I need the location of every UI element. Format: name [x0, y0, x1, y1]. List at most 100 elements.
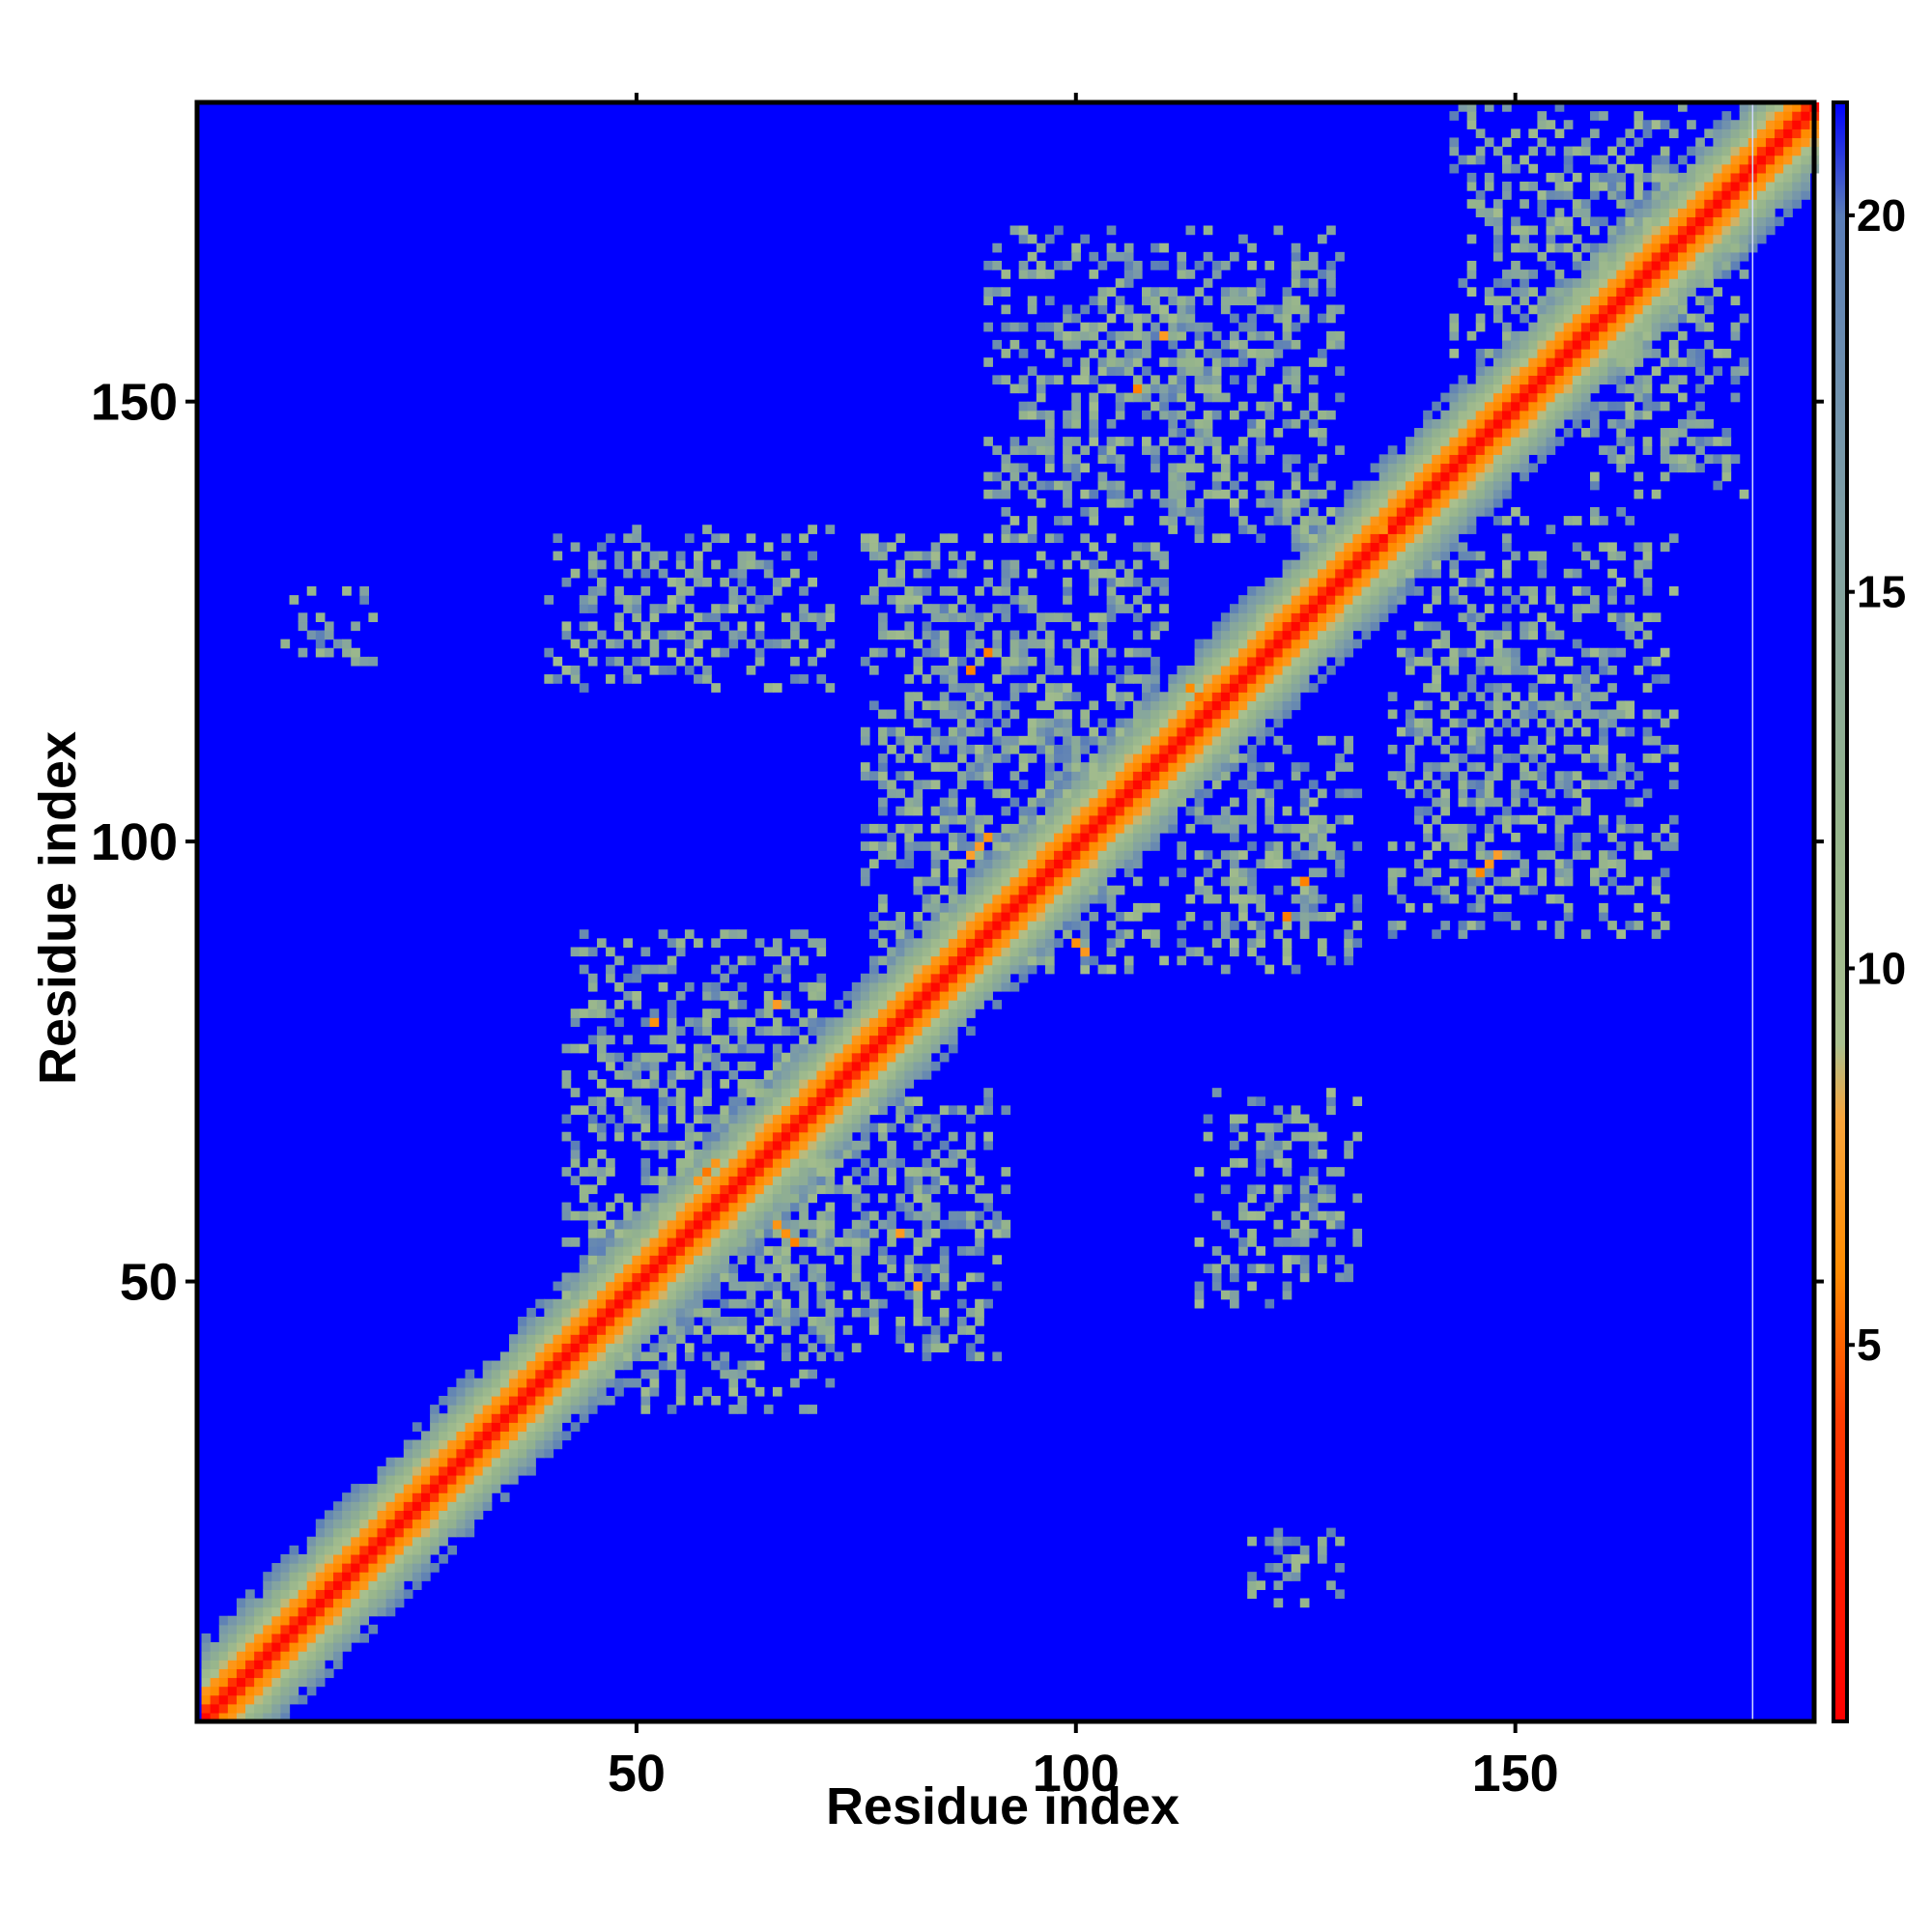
heatmap-cell	[1449, 718, 1460, 728]
heatmap-cell	[816, 947, 827, 957]
heatmap-cell	[570, 1325, 581, 1335]
heatmap-cell	[1142, 366, 1151, 376]
heatmap-cell	[860, 1158, 870, 1168]
heatmap-cell	[667, 1272, 677, 1283]
heatmap-cell	[702, 1009, 712, 1018]
heatmap-cell	[658, 1264, 668, 1274]
heatmap-cell	[351, 1545, 360, 1555]
heatmap-cell	[1220, 287, 1231, 297]
heatmap-cell	[1220, 665, 1231, 675]
heatmap-cell	[772, 1219, 782, 1230]
heatmap-cell	[825, 1202, 836, 1212]
heatmap-cell	[1106, 850, 1117, 860]
heatmap-cell	[922, 1035, 932, 1045]
heatmap-cell	[623, 1228, 633, 1238]
heatmap-cell	[1378, 489, 1389, 499]
heatmap-cell	[1229, 1158, 1239, 1168]
heatmap-cell	[649, 639, 660, 649]
heatmap-cell	[1044, 762, 1055, 772]
heatmap-cell	[1089, 322, 1099, 332]
heatmap-cell	[1151, 744, 1160, 754]
heatmap-cell	[1291, 270, 1301, 279]
heatmap-cell	[394, 1474, 405, 1485]
heatmap-cell	[711, 1307, 721, 1318]
heatmap-cell	[1132, 797, 1143, 808]
heatmap-cell	[895, 1061, 905, 1071]
heatmap-cell	[913, 718, 923, 728]
heatmap-cell	[1273, 1140, 1284, 1151]
heatmap-cell	[1009, 647, 1020, 658]
heatmap-cell	[851, 1219, 862, 1230]
heatmap-cell	[694, 1210, 703, 1221]
heatmap-cell	[1185, 683, 1196, 693]
heatmap-cell	[1194, 1193, 1205, 1204]
heatmap-cell	[1458, 921, 1468, 930]
heatmap-cell	[553, 533, 563, 544]
heatmap-cell	[368, 1536, 379, 1547]
heatmap-cell	[658, 1149, 668, 1159]
heatmap-cell	[1097, 806, 1108, 816]
heatmap-cell	[385, 1553, 396, 1564]
heatmap-cell	[868, 1210, 879, 1221]
heatmap-cell	[1001, 938, 1011, 949]
heatmap-cell	[1071, 885, 1081, 895]
heatmap-cell	[1238, 902, 1248, 913]
heatmap-cell	[1256, 902, 1265, 913]
heatmap-cell	[816, 1026, 827, 1037]
heatmap-cell	[1432, 585, 1441, 596]
heatmap-cell	[904, 585, 915, 596]
heatmap-cell	[535, 1378, 545, 1388]
heatmap-cell	[658, 568, 668, 579]
heatmap-cell	[1151, 762, 1160, 772]
heatmap-cell	[737, 1026, 748, 1037]
heatmap-cell	[1378, 533, 1389, 544]
heatmap-cell	[1203, 384, 1213, 394]
heatmap-cell	[878, 1255, 888, 1264]
heatmap-cell	[1097, 551, 1108, 561]
heatmap-cell	[1185, 270, 1196, 279]
heatmap-cell	[377, 1484, 387, 1493]
heatmap-cell	[1097, 454, 1108, 465]
heatmap-cell	[1071, 788, 1081, 799]
heatmap-cell	[1044, 867, 1055, 878]
heatmap-cell	[227, 1615, 238, 1626]
heatmap-cell	[790, 1069, 800, 1080]
heatmap-cell	[816, 612, 827, 632]
heatmap-cell	[1054, 780, 1064, 790]
heatmap-cell	[772, 1167, 782, 1177]
heatmap-cell	[1282, 304, 1293, 315]
heatmap-cell	[526, 1334, 536, 1344]
heatmap-cell	[913, 955, 923, 966]
heatmap-cell	[790, 1149, 800, 1159]
heatmap-cell	[1273, 885, 1284, 895]
heatmap-cell	[1054, 330, 1064, 341]
heatmap-cell	[596, 1096, 607, 1106]
heatmap-cell	[878, 973, 888, 983]
heatmap-cell	[1018, 384, 1029, 394]
heatmap-cell	[720, 1360, 730, 1371]
heatmap-cell	[922, 1228, 932, 1238]
heatmap-cells	[197, 102, 1820, 1722]
heatmap-cell	[1335, 867, 1345, 878]
heatmap-cell	[561, 1360, 572, 1371]
heatmap-cell	[1194, 330, 1205, 341]
heatmap-cell	[913, 973, 923, 983]
heatmap-cell	[1097, 762, 1108, 772]
heatmap-cell	[825, 1149, 836, 1159]
heatmap-cell	[1044, 894, 1055, 904]
heatmap-cell	[1449, 735, 1460, 746]
heatmap-cell	[1440, 788, 1451, 799]
heatmap-cell	[561, 621, 572, 632]
heatmap-cell	[1229, 938, 1239, 949]
heatmap-cell	[377, 1501, 387, 1511]
heatmap-cell	[860, 1069, 870, 1080]
heatmap-cell	[1308, 577, 1319, 587]
heatmap-cell	[1027, 753, 1037, 763]
heatmap-cell	[535, 1386, 545, 1397]
heatmap-cell	[385, 1519, 396, 1529]
heatmap-cell	[720, 973, 730, 983]
heatmap-cell	[1326, 559, 1336, 570]
heatmap-cell	[1168, 753, 1179, 763]
heatmap-cell	[1256, 639, 1265, 649]
heatmap-cell	[1115, 814, 1125, 825]
